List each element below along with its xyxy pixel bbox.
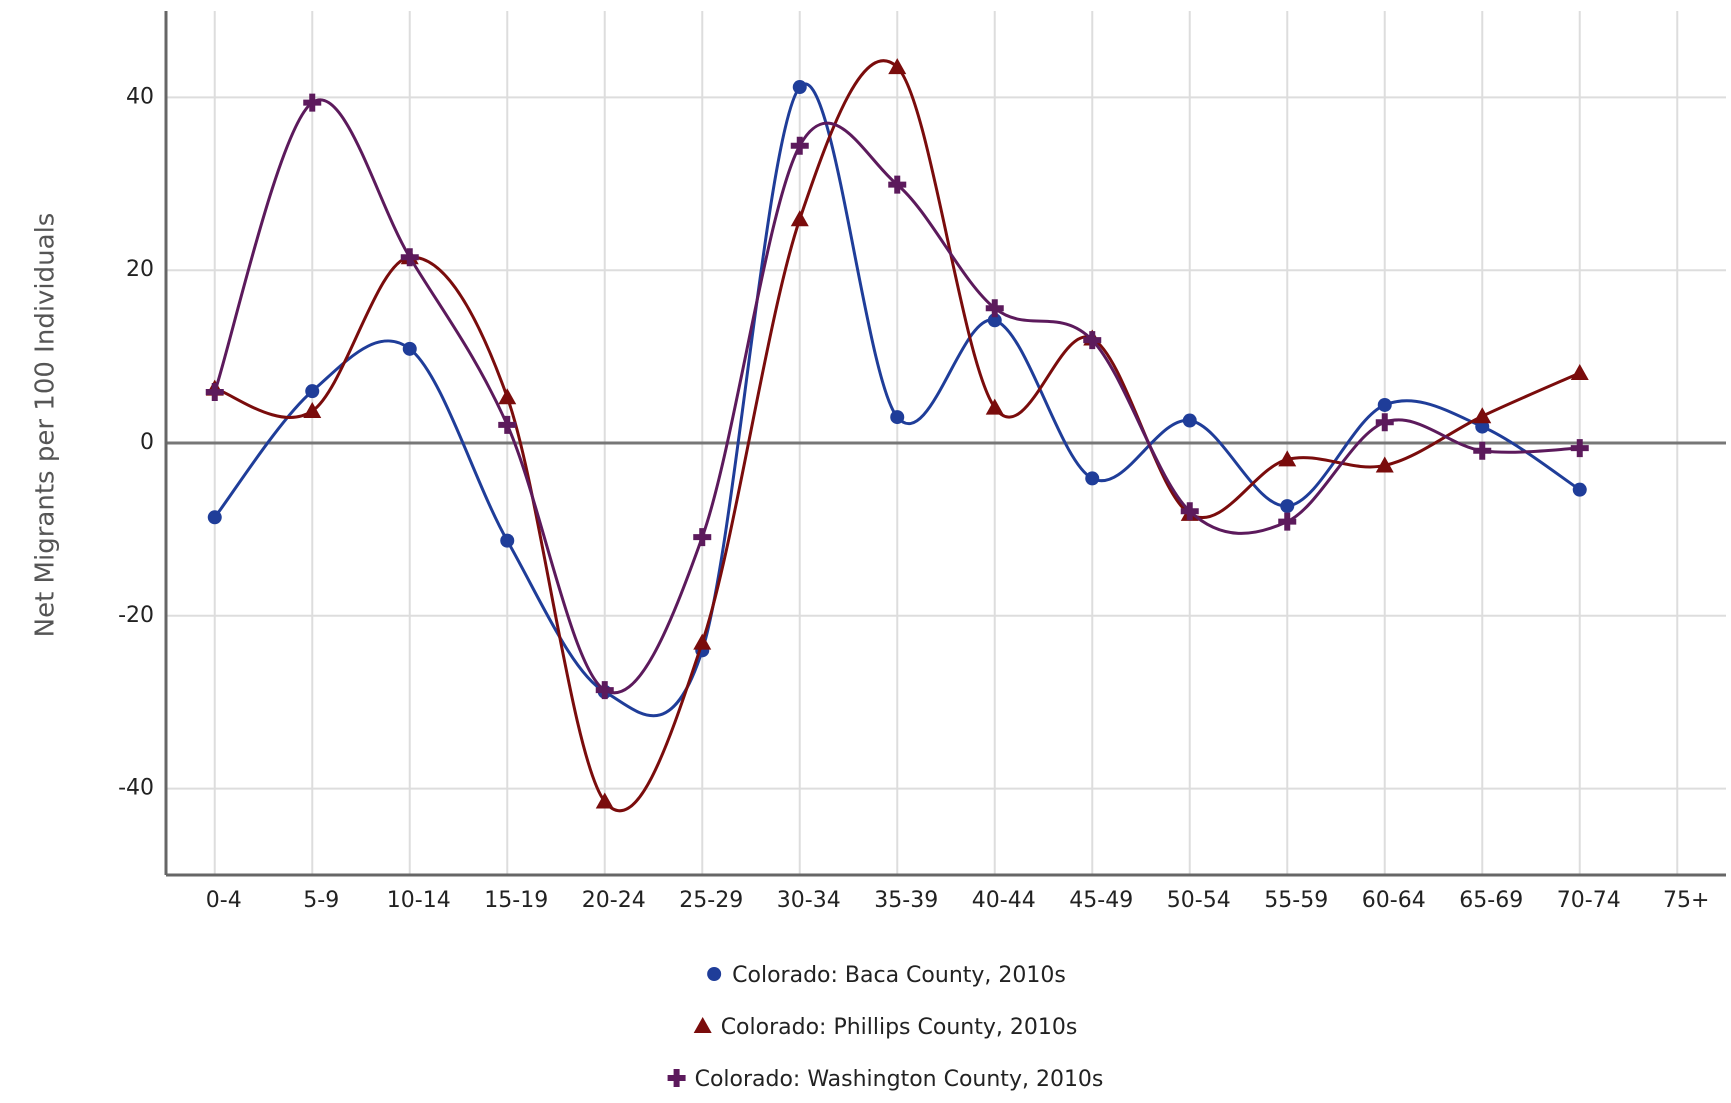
legend-label: Colorado: Washington County, 2010s (695, 1067, 1104, 1092)
x-tick-label: 40-44 (972, 888, 1036, 913)
marker (667, 1069, 686, 1087)
x-tick-label: 10-14 (387, 888, 451, 913)
x-tick-label: 15-19 (484, 888, 548, 913)
marker (985, 299, 1004, 318)
marker (1278, 450, 1297, 467)
x-tick-label: 5-9 (303, 888, 339, 913)
marker (305, 384, 320, 399)
x-tick-label: 60-64 (1362, 888, 1426, 913)
marker (205, 383, 224, 402)
marker (1083, 331, 1102, 350)
marker (790, 210, 809, 227)
marker (890, 410, 905, 425)
marker (402, 341, 417, 356)
marker (693, 1017, 712, 1033)
x-tick-label: 50-54 (1167, 888, 1231, 913)
legend-label: Colorado: Baca County, 2010s (732, 963, 1066, 988)
marker (303, 402, 322, 419)
marker (707, 967, 722, 981)
y-tick-label: -40 (118, 776, 154, 801)
marker (500, 533, 515, 548)
legend-label: Colorado: Phillips County, 2010s (721, 1015, 1078, 1040)
x-tick-label: 35-39 (874, 888, 938, 913)
marker (1570, 364, 1589, 381)
marker (987, 313, 1002, 328)
x-tick-label: 55-59 (1264, 888, 1328, 913)
y-tick-label: 20 (126, 257, 154, 282)
legend-item: Colorado: Washington County, 2010s (667, 1067, 1104, 1092)
y-tick-label: -20 (118, 603, 154, 628)
marker (1473, 407, 1492, 424)
marker (790, 136, 809, 155)
marker (888, 58, 907, 75)
y-tick-label: 40 (126, 84, 154, 109)
y-tick-label: 0 (140, 430, 154, 455)
marker (1375, 413, 1394, 432)
legend-item: Colorado: Phillips County, 2010s (693, 1015, 1078, 1040)
marker (498, 415, 517, 434)
marker (792, 80, 807, 95)
x-tick-label: 45-49 (1069, 888, 1133, 913)
marker (1570, 439, 1589, 458)
marker (400, 248, 419, 267)
x-tick-label: 30-34 (777, 888, 841, 913)
x-tick-label: 20-24 (582, 888, 646, 913)
x-tick-label: 65-69 (1459, 888, 1523, 913)
marker (1377, 397, 1392, 412)
marker (1180, 502, 1199, 521)
marker (693, 633, 712, 650)
x-tick-label: 75+ (1663, 888, 1709, 913)
series-line (213, 82, 1581, 718)
x-tick-label: 70-74 (1557, 888, 1621, 913)
marker (985, 398, 1004, 415)
marker (1280, 499, 1295, 514)
y-axis-title: Net Migrants per 100 Individuals (31, 213, 61, 638)
marker (1375, 456, 1394, 473)
marker (595, 792, 614, 809)
marker (1473, 441, 1492, 460)
marker (207, 510, 222, 525)
marker (1278, 512, 1297, 531)
marker (1085, 471, 1100, 486)
marker (888, 175, 907, 194)
x-tick-label: 25-29 (679, 888, 743, 913)
marker (1572, 482, 1587, 497)
legend-item: Colorado: Baca County, 2010s (707, 963, 1066, 988)
marker (498, 388, 517, 405)
marker (1182, 413, 1197, 428)
x-tick-label: 0-4 (206, 888, 242, 913)
marker (595, 681, 614, 700)
marker (303, 93, 322, 112)
marker (693, 528, 712, 547)
